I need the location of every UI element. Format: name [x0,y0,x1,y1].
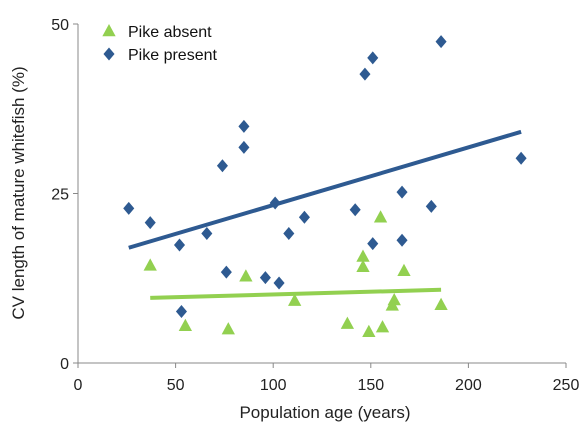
point-pike-present [269,196,281,210]
tick-labels: 0 50 100 150 200 250 0 25 50 [51,17,579,394]
point-pike-absent [178,318,193,331]
point-pike-absent [397,263,411,277]
legend: Pike absent Pike present [102,24,217,64]
y-tick-label: 0 [60,356,69,373]
x-tick-label: 0 [74,377,83,394]
point-pike-present [123,201,135,215]
point-pike-present [175,304,187,318]
trend-line-pike-present [128,129,522,250]
point-pike-absent [143,258,157,271]
point-pike-absent [356,249,370,262]
point-pike-present [283,227,295,241]
point-pike-absent [362,324,376,338]
point-pike-present [515,151,527,165]
y-tick-label: 50 [51,17,69,34]
point-pike-present [396,185,408,199]
legend-label-pike-absent: Pike absent [128,24,212,41]
x-tick-label: 250 [553,377,580,394]
x-tick-label: 50 [167,377,185,394]
point-pike-present [144,216,156,230]
axes [73,23,567,368]
legend-marker-pike-absent [102,24,116,37]
y-tick-label: 25 [51,187,69,204]
point-pike-present [367,237,379,251]
y-axis-label: CV length of mature whitefish (%) [9,66,28,319]
data-points [123,35,527,338]
point-pike-present [359,67,371,81]
point-pike-absent [239,269,253,282]
trend-line-pike-absent [150,287,442,300]
point-pike-absent [288,293,302,306]
legend-label-pike-present: Pike present [128,47,217,64]
point-pike-absent [373,210,388,223]
point-pike-absent [375,320,390,333]
point-pike-present [349,203,361,217]
x-axis-label: Population age (years) [239,403,410,422]
point-pike-present [238,140,250,154]
point-pike-absent [340,316,355,329]
point-pike-present [425,199,437,213]
point-pike-present [220,265,232,279]
point-pike-present [367,51,379,65]
point-pike-present [435,35,447,49]
point-pike-present [259,271,271,285]
point-pike-present [238,119,250,133]
x-tick-label: 150 [357,377,384,394]
point-pike-absent [387,292,401,306]
point-pike-present [396,233,408,247]
point-pike-present [273,276,285,290]
point-pike-present [201,227,213,241]
point-pike-absent [356,259,370,272]
point-pike-present [173,238,186,252]
point-pike-present [298,210,310,224]
legend-marker-pike-present [103,47,115,61]
x-tick-label: 200 [455,377,482,394]
point-pike-present [216,159,228,173]
point-pike-absent [221,322,235,335]
x-tick-label: 100 [260,377,287,394]
trend-lines [128,129,522,300]
point-pike-absent [434,297,448,310]
